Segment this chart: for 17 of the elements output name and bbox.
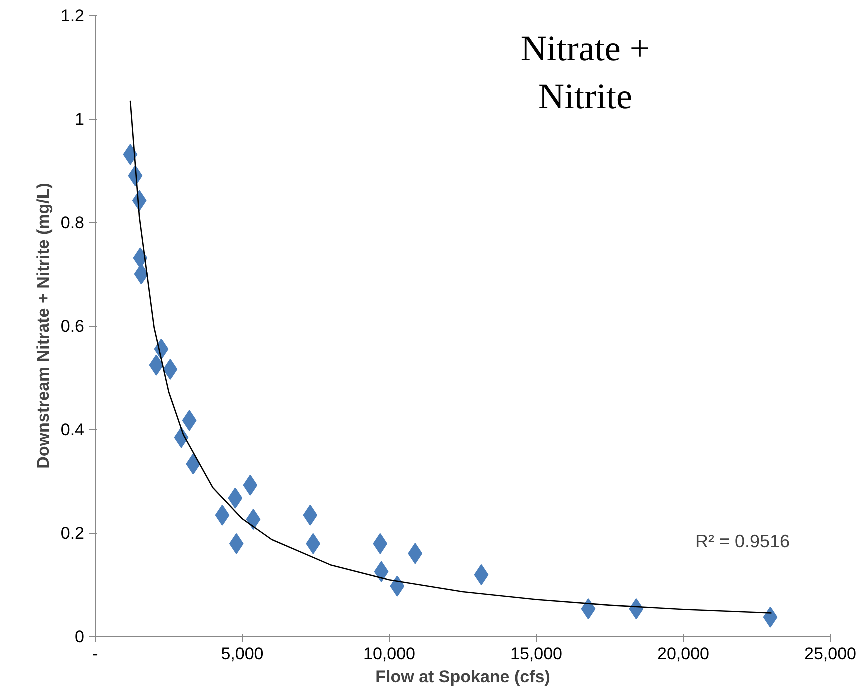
x-tick-label: 20,000 xyxy=(658,644,710,664)
text: Nitrate + Nitrite xyxy=(520,28,650,116)
x-tick-label: - xyxy=(92,644,98,664)
annotation: R² = 0.9516 xyxy=(696,532,790,552)
x-tick-label: 25,000 xyxy=(804,644,856,664)
y-tick-label: 0.8 xyxy=(60,214,85,232)
x-tick-label: 10,000 xyxy=(364,644,416,664)
y-tick-label: 0.2 xyxy=(60,524,85,543)
y-tick-label: 0.4 xyxy=(60,420,85,440)
y-tick-label: 1.2 xyxy=(60,6,85,26)
y-axis-title: Downstream Nitrate + Nitrite (mg/L) xyxy=(34,183,53,469)
y-tick-label: 1 xyxy=(75,110,85,129)
x-axis-title: Flow at Spokane (cfs) xyxy=(376,668,550,686)
y-tick-label: 0.6 xyxy=(60,317,85,336)
y-tick-label: 0 xyxy=(75,628,85,646)
x-tick-label: 15,000 xyxy=(510,644,562,664)
x-tick-label: 5,000 xyxy=(221,644,264,664)
